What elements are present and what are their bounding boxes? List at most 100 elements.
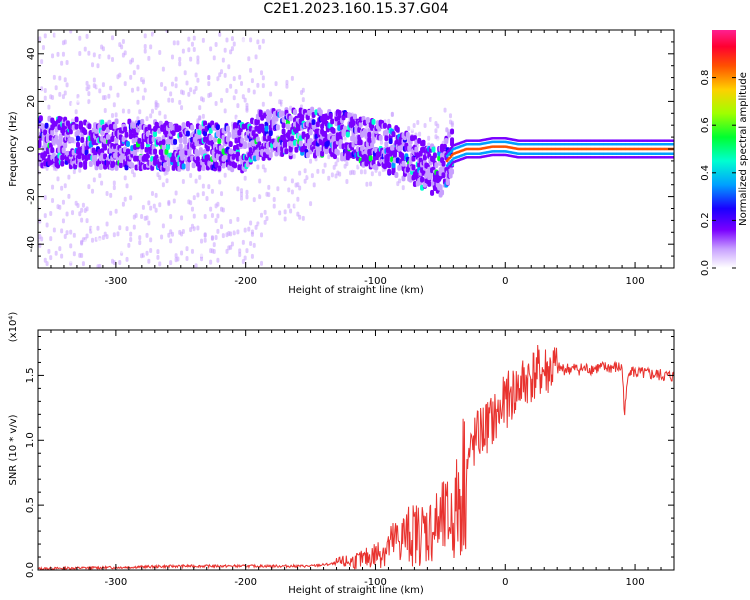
heatmap-cell: [527, 156, 531, 159]
heatmap-cell: [480, 152, 484, 155]
heatmap-cell: [643, 152, 646, 155]
heatmap-cell: [540, 147, 544, 151]
heatmap-cell: [52, 74, 56, 80]
heatmap-cell: [545, 139, 549, 142]
heatmap-cell: [663, 156, 667, 159]
heatmap-cell: [72, 232, 76, 238]
heatmap-cell: [205, 196, 209, 202]
heatmap-cell: [645, 139, 649, 142]
heatmap-cell: [586, 147, 589, 151]
heatmap-cell: [488, 145, 492, 149]
heatmap-cell: [54, 85, 58, 91]
heatmap-cell: [606, 143, 610, 146]
heatmap-cell: [627, 152, 630, 155]
heatmap-cell: [103, 153, 108, 160]
heatmap-cell: [547, 156, 550, 159]
x-tick-label: 100: [626, 577, 645, 588]
heatmap-cell: [254, 76, 258, 82]
heatmap-cell: [561, 156, 564, 159]
heatmap-cell: [475, 139, 479, 142]
heatmap-cell: [385, 184, 389, 190]
heatmap-cell: [92, 177, 96, 183]
heatmap-cell: [205, 154, 210, 161]
heatmap-cell: [619, 143, 623, 146]
heatmap-cell: [78, 35, 82, 41]
heatmap-cell: [615, 152, 619, 155]
heatmap-cell: [570, 143, 573, 146]
heatmap-cell: [445, 168, 449, 171]
heatmap-cell: [61, 94, 65, 100]
heatmap-cell: [422, 181, 427, 188]
heatmap-cell: [149, 44, 153, 50]
heatmap-cell: [558, 143, 562, 146]
heatmap-cell: [63, 142, 68, 149]
heatmap-cell: [55, 162, 60, 169]
heatmap-cell: [209, 206, 213, 212]
heatmap-cell: [212, 242, 216, 248]
heatmap-cell: [249, 220, 253, 226]
heatmap-cell: [635, 139, 638, 142]
heatmap-cell: [652, 143, 655, 146]
heatmap-cell: [187, 36, 191, 42]
heatmap-cell: [236, 229, 240, 235]
heatmap-cell: [245, 194, 249, 200]
heatmap-cell: [158, 110, 162, 116]
heatmap-cell: [158, 50, 162, 56]
heatmap-cell: [274, 115, 279, 122]
heatmap-cell: [164, 148, 169, 155]
heatmap-cell: [229, 83, 233, 89]
heatmap-cell: [216, 213, 220, 219]
heatmap-cell: [661, 143, 664, 146]
heatmap-cell: [644, 147, 647, 151]
heatmap-cell: [497, 137, 501, 140]
heatmap-cell: [497, 150, 501, 153]
heatmap-cell: [544, 143, 547, 146]
heatmap-cell: [626, 139, 629, 142]
heatmap-cell: [174, 190, 178, 196]
heatmap-cell: [488, 154, 492, 157]
heatmap-cell: [588, 152, 592, 155]
heatmap-cell: [539, 147, 542, 151]
heatmap-cell: [252, 89, 256, 95]
heatmap-cell: [342, 125, 347, 132]
heatmap-cell: [526, 156, 529, 159]
heatmap-cell: [626, 152, 629, 155]
heatmap-cell: [631, 143, 634, 146]
heatmap-cell: [570, 147, 573, 151]
heatmap-cell: [640, 156, 643, 159]
heatmap-cell: [147, 124, 152, 131]
heatmap-cell: [43, 195, 47, 201]
heatmap-cell: [509, 146, 512, 149]
heatmap-cell: [501, 145, 505, 148]
heatmap-cell: [298, 140, 303, 147]
heatmap-cell: [123, 73, 127, 79]
heatmap-cell: [221, 233, 225, 239]
heatmap-cell: [522, 143, 525, 146]
heatmap-cell: [236, 216, 240, 222]
heatmap-cell: [87, 91, 91, 97]
heatmap-cell: [217, 165, 222, 172]
y-tick-label: 0.5: [25, 497, 36, 513]
heatmap-cell: [38, 142, 42, 149]
heatmap-cell: [548, 139, 551, 142]
heatmap-cell: [296, 182, 300, 188]
heatmap-cell: [614, 143, 617, 146]
heatmap-cell: [301, 97, 305, 103]
heatmap-cell: [98, 237, 102, 243]
heatmap-cell: [549, 147, 553, 151]
heatmap-cell: [214, 218, 218, 224]
heatmap-cell: [371, 118, 376, 125]
heatmap-cell: [338, 171, 342, 177]
heatmap-cell: [548, 156, 551, 159]
heatmap-cell: [56, 41, 60, 47]
heatmap-cell: [456, 151, 459, 154]
heatmap-cell: [582, 147, 585, 151]
heatmap-cell: [196, 55, 200, 61]
heatmap-cell: [137, 137, 142, 144]
heatmap-cell: [93, 155, 98, 162]
heatmap-cell: [130, 87, 134, 93]
heatmap-cell: [374, 164, 379, 171]
heatmap-cell: [457, 145, 460, 149]
heatmap-cell: [552, 156, 555, 159]
heatmap-cell: [466, 147, 470, 151]
